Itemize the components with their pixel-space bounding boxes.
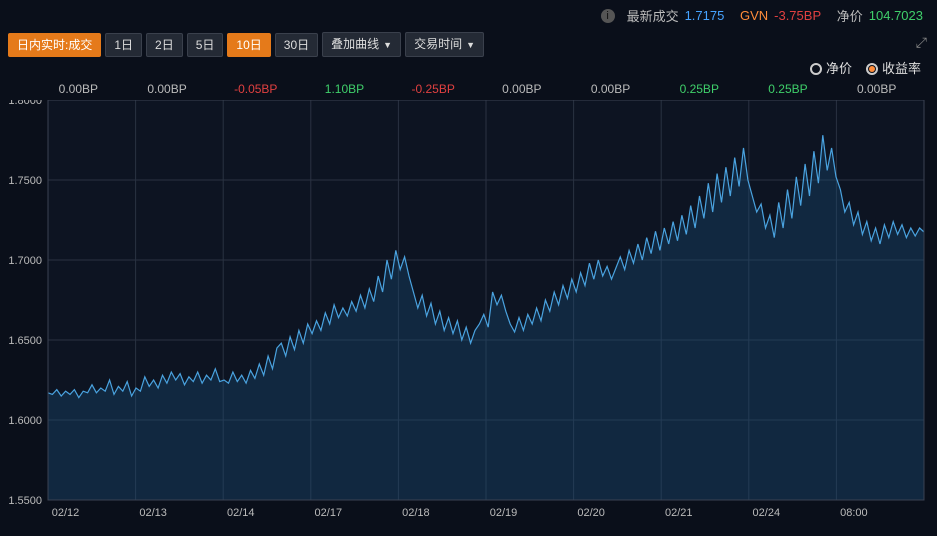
range-button-1日[interactable]: 1日 bbox=[105, 33, 142, 57]
info-icon: i bbox=[601, 9, 615, 23]
svg-text:02/24: 02/24 bbox=[753, 507, 781, 519]
latest-label: 最新成交 bbox=[627, 6, 679, 25]
legend-yield[interactable]: 收益率 bbox=[866, 58, 921, 77]
svg-text:1.7000: 1.7000 bbox=[8, 255, 42, 267]
svg-text:02/12: 02/12 bbox=[52, 507, 80, 519]
legend-netprice[interactable]: 净价 bbox=[810, 58, 852, 77]
netprice-value: 104.7023 bbox=[869, 8, 923, 23]
svg-text:02/20: 02/20 bbox=[577, 507, 605, 519]
toolbar: 日内实时:成交 1日2日5日10日30日 叠加曲线▼ 交易时间▼ bbox=[8, 32, 929, 57]
bp-cell: 0.00BP bbox=[832, 82, 921, 96]
svg-text:02/18: 02/18 bbox=[402, 507, 430, 519]
bp-cell: 0.00BP bbox=[34, 82, 123, 96]
bp-cell: 0.00BP bbox=[478, 82, 567, 96]
svg-text:02/14: 02/14 bbox=[227, 507, 255, 519]
svg-text:1.5500: 1.5500 bbox=[8, 495, 42, 507]
quote-info-row: i 最新成交 1.7175 GVN -3.75BP 净价 104.7023 bbox=[0, 6, 923, 25]
bp-cell: 0.25BP bbox=[655, 82, 744, 96]
range-button-5日[interactable]: 5日 bbox=[187, 33, 224, 57]
realtime-button[interactable]: 日内实时:成交 bbox=[8, 33, 101, 57]
bp-change-row: 0.00BP0.00BP-0.05BP1.10BP-0.25BP0.00BP0.… bbox=[34, 82, 921, 96]
svg-text:1.7500: 1.7500 bbox=[8, 175, 42, 187]
svg-text:1.8000: 1.8000 bbox=[8, 100, 42, 107]
gvn-value: -3.75BP bbox=[774, 8, 821, 23]
trade-time-button[interactable]: 交易时间▼ bbox=[405, 32, 484, 57]
yield-chart: 1.5500 1.6000 1.6500 1.7000 1.7500 1.8000 02/1… bbox=[6, 100, 929, 528]
bp-cell: 1.10BP bbox=[300, 82, 389, 96]
svg-text:02/21: 02/21 bbox=[665, 507, 693, 519]
svg-text:1.6500: 1.6500 bbox=[8, 335, 42, 347]
range-button-10日[interactable]: 10日 bbox=[227, 33, 270, 57]
svg-text:02/17: 02/17 bbox=[315, 507, 343, 519]
legend-toggle: 净价 收益率 bbox=[810, 58, 921, 77]
bp-cell: 0.00BP bbox=[566, 82, 655, 96]
expand-icon[interactable]: ⤢ bbox=[916, 34, 927, 51]
bp-cell: -0.25BP bbox=[389, 82, 478, 96]
chart-area: 1.5500 1.6000 1.6500 1.7000 1.7500 1.8000 02/1… bbox=[6, 100, 929, 528]
bp-cell: 0.25BP bbox=[744, 82, 833, 96]
svg-text:02/19: 02/19 bbox=[490, 507, 518, 519]
latest-value: 1.7175 bbox=[685, 8, 725, 23]
svg-text:1.6000: 1.6000 bbox=[8, 415, 42, 427]
svg-text:08:00: 08:00 bbox=[840, 507, 868, 519]
netprice-label: 净价 bbox=[837, 6, 863, 25]
range-button-2日[interactable]: 2日 bbox=[146, 33, 183, 57]
overlay-button[interactable]: 叠加曲线▼ bbox=[322, 32, 401, 57]
bp-cell: 0.00BP bbox=[123, 82, 212, 96]
gvn-label: GVN bbox=[740, 8, 768, 23]
bp-cell: -0.05BP bbox=[211, 82, 300, 96]
svg-text:02/13: 02/13 bbox=[139, 507, 167, 519]
range-button-30日[interactable]: 30日 bbox=[275, 33, 318, 57]
